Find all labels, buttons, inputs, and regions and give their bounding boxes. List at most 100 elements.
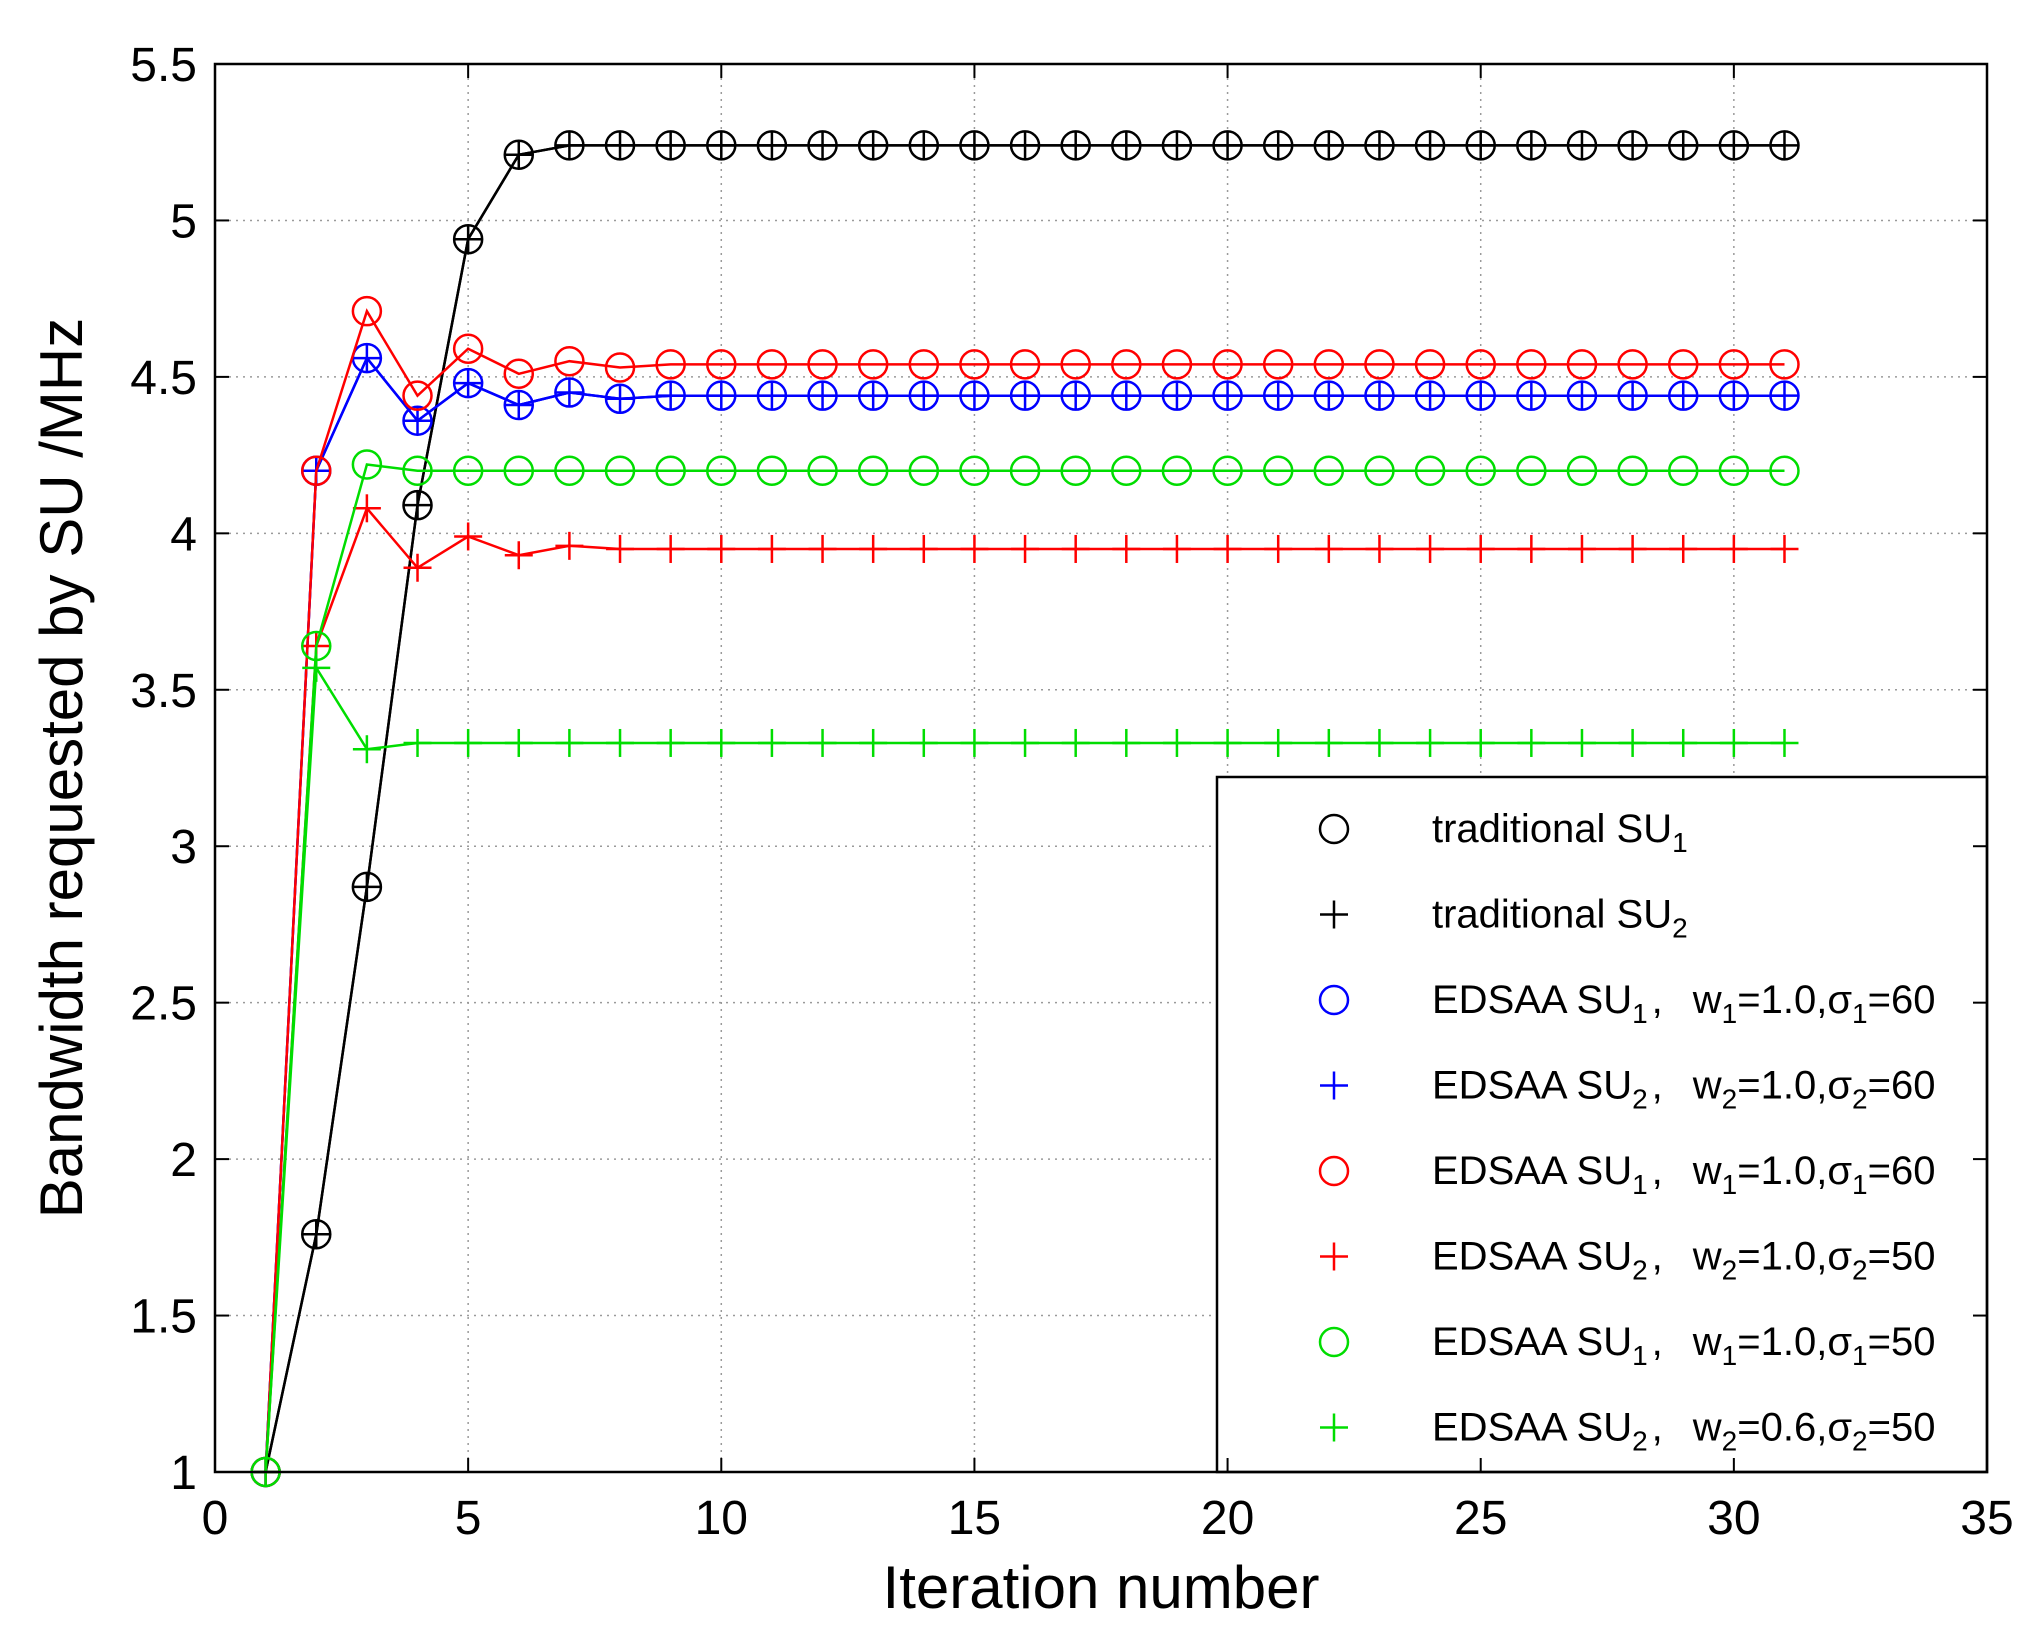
- data-point: [1669, 381, 1698, 410]
- data-point: [1416, 534, 1445, 563]
- data-point: [909, 381, 938, 410]
- data-point: [908, 455, 940, 487]
- data-point: [1112, 534, 1141, 563]
- data-point: [707, 131, 736, 160]
- data-point: [1060, 455, 1091, 487]
- data-point: [1567, 381, 1596, 410]
- data-point: [504, 728, 533, 757]
- legend-marker: [1320, 1242, 1348, 1271]
- data-point: [1212, 349, 1243, 380]
- data-point: [403, 406, 432, 435]
- data-point: [606, 384, 635, 413]
- data-point: [1667, 455, 1699, 487]
- data-point: [909, 131, 938, 160]
- data-point: [1669, 131, 1698, 160]
- data-point: [1770, 381, 1799, 410]
- data-point: [960, 131, 989, 160]
- data-point: [1009, 349, 1041, 380]
- data-point: [504, 391, 533, 420]
- data-point: [1618, 728, 1647, 757]
- data-point: [1566, 455, 1598, 487]
- y-tick-label: 3: [170, 821, 197, 874]
- data-point: [706, 349, 737, 380]
- data-point: [452, 455, 484, 487]
- data-point: [1061, 534, 1090, 563]
- data-point: [1466, 381, 1495, 410]
- series-8: [251, 653, 1799, 1486]
- data-point: [1719, 131, 1748, 160]
- data-point: [1517, 728, 1546, 757]
- data-point: [908, 349, 940, 380]
- data-point: [1061, 381, 1090, 410]
- data-point: [351, 449, 383, 480]
- legend-entry: traditional SU2: [1320, 893, 1688, 943]
- data-point: [707, 534, 736, 563]
- data-point: [1567, 728, 1596, 757]
- data-point: [454, 522, 483, 551]
- data-point: [1161, 349, 1193, 380]
- data-point: [655, 455, 686, 487]
- y-tick-label: 4: [170, 508, 197, 561]
- data-point: [1567, 534, 1596, 563]
- y-tick-label: 5.5: [130, 39, 197, 92]
- data-point: [402, 455, 433, 487]
- data-point: [1769, 349, 1800, 380]
- legend-marker: [1320, 900, 1348, 929]
- data-point: [960, 728, 989, 757]
- data-point: [707, 728, 736, 757]
- data-point: [1416, 381, 1445, 410]
- data-point: [555, 728, 584, 757]
- data-point: [1466, 131, 1495, 160]
- data-point: [1213, 381, 1242, 410]
- legend-label: EDSAA SU2, w2=1.0,σ2=50: [1432, 1235, 1935, 1286]
- data-point: [1667, 349, 1699, 380]
- data-point: [656, 728, 685, 757]
- data-point: [656, 381, 685, 410]
- data-point: [859, 534, 888, 563]
- y-tick-label: 1: [170, 1447, 197, 1500]
- data-point: [1011, 728, 1040, 757]
- x-axis-label: Iteration number: [883, 1554, 1320, 1621]
- data-point: [1213, 534, 1242, 563]
- data-point: [1213, 728, 1242, 757]
- data-point: [1011, 381, 1040, 410]
- x-tick-label: 10: [695, 1492, 748, 1545]
- legend-entry: EDSAA SU2, w2=0.6,σ2=50: [1320, 1406, 1935, 1456]
- data-point: [1718, 455, 1750, 487]
- data-point: [352, 872, 381, 901]
- data-point: [503, 455, 535, 487]
- data-point: [1364, 349, 1395, 380]
- data-point: [707, 381, 736, 410]
- series-4: [251, 344, 1799, 1486]
- data-point: [1112, 728, 1141, 757]
- legend-entry: traditional SU1: [1318, 807, 1688, 858]
- data-point: [1770, 534, 1799, 563]
- data-point: [403, 728, 432, 757]
- y-tick-label: 5: [170, 195, 197, 248]
- legend-marker: [1318, 813, 1350, 845]
- data-point: [1162, 131, 1191, 160]
- data-point: [1465, 455, 1496, 487]
- data-point: [452, 333, 484, 364]
- data-point: [1517, 131, 1546, 160]
- x-tick-label: 5: [455, 1492, 482, 1545]
- data-point: [1011, 131, 1040, 160]
- data-point: [1516, 455, 1547, 487]
- data-point: [1262, 349, 1294, 380]
- data-point: [1618, 381, 1647, 410]
- legend-entry: EDSAA SU2, w2=1.0,σ2=60: [1320, 1064, 1935, 1114]
- data-point: [454, 728, 483, 757]
- data-point: [301, 455, 332, 487]
- legend-box: [1215, 775, 1989, 1474]
- data-point: [857, 349, 889, 380]
- data-point: [909, 534, 938, 563]
- data-point: [352, 735, 381, 764]
- data-point: [1112, 381, 1141, 410]
- axis-ticks: 0 5 10 15 20 25 30 35 1 1.5 2 2.5 3 3.5 4 4.5 5 5.5: [130, 39, 2013, 1545]
- data-point: [1314, 131, 1343, 160]
- data-point: [1719, 534, 1748, 563]
- data-point: [1314, 534, 1343, 563]
- data-point: [756, 455, 788, 487]
